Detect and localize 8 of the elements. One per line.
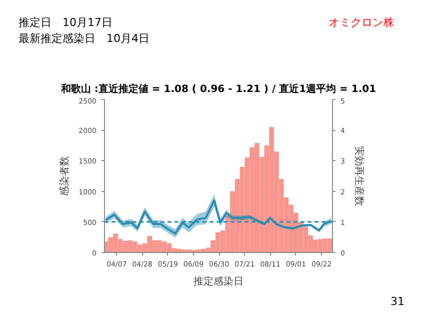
text: 推定日 10月17日 — [18, 16, 112, 29]
text: 31 — [390, 295, 405, 308]
text: オミクロン株 — [328, 16, 394, 29]
chart-title: 和歌山 :直近推定値 = 1.08 ( 0.96 - 1.21 ) / 直近1週平均 = 1.01 — [60, 83, 376, 95]
y2-axis-title: 実効再生産数 — [352, 146, 365, 206]
x-axis-title: 推定感染日 — [194, 276, 244, 288]
y-axis-title: 感染者数 — [58, 156, 71, 196]
text: 最新推定感染日 10月4日 — [18, 32, 150, 45]
